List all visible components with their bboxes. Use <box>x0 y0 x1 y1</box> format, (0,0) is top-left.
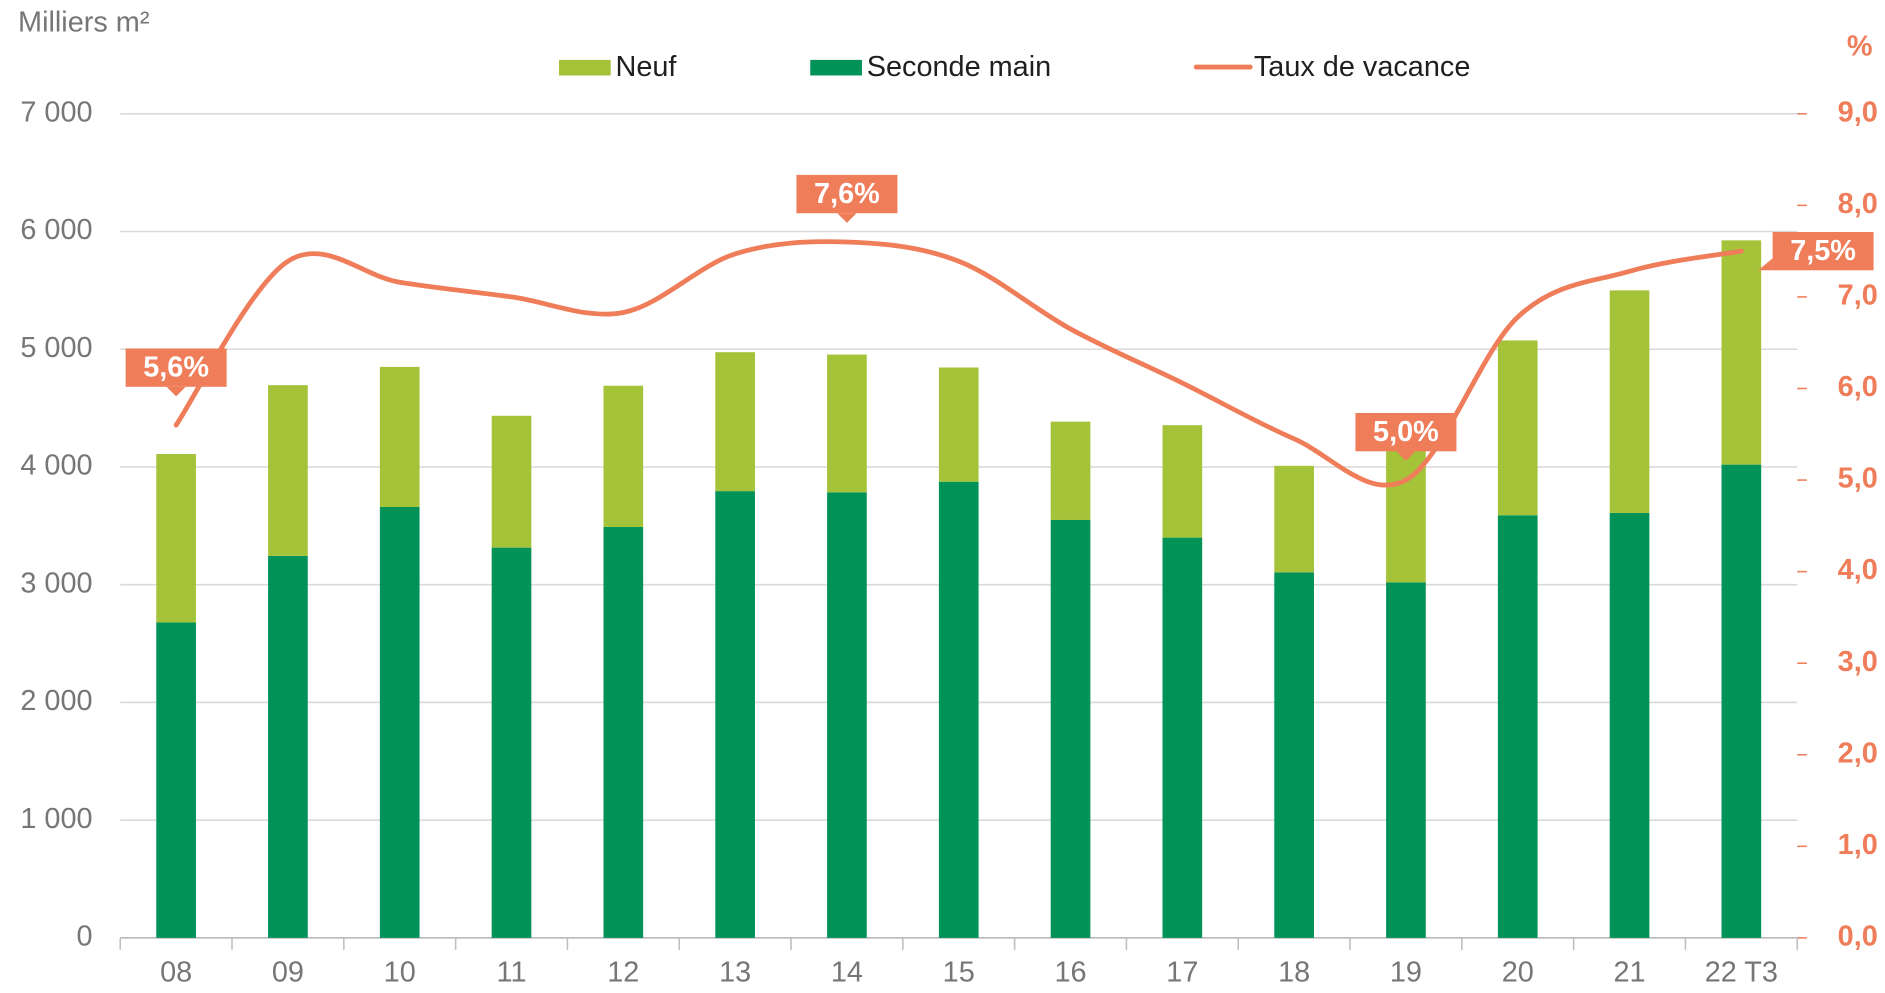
legend-swatch <box>810 59 862 76</box>
bar <box>268 385 308 556</box>
bar <box>715 352 755 492</box>
data-label: 7,6% <box>796 174 898 223</box>
bar <box>491 547 532 938</box>
y-tick-label: 3 000 <box>20 567 92 599</box>
y-axis-label: Milliers m² <box>18 7 150 39</box>
bar <box>1497 515 1538 938</box>
x-tick-label: 15 <box>943 956 975 988</box>
bar <box>1274 572 1314 938</box>
label-pointer <box>837 213 857 223</box>
legend-label: Neuf <box>616 51 678 83</box>
x-tick-label: 10 <box>384 956 416 988</box>
bar <box>1162 537 1203 938</box>
bar <box>1050 519 1091 938</box>
bar <box>938 367 979 482</box>
x-tick-label: 18 <box>1278 956 1310 988</box>
y-tick-label: 0 <box>77 921 93 953</box>
bar <box>827 492 867 938</box>
y2-tick-label: 0,0 <box>1838 921 1878 953</box>
x-tick-label: 12 <box>607 956 639 988</box>
bar <box>379 366 420 508</box>
x-tick-label: 20 <box>1502 956 1534 988</box>
label-box <box>796 174 898 214</box>
y2-tick-label: 3,0 <box>1838 646 1878 678</box>
y-tick-label: 2 000 <box>20 685 92 717</box>
y2-tick-label: 5,0 <box>1838 463 1878 495</box>
bar <box>156 454 196 623</box>
data-label-text: 5,0% <box>1373 416 1439 448</box>
bar <box>827 354 867 493</box>
bar <box>603 527 644 938</box>
x-tick-label: 16 <box>1054 956 1086 988</box>
legend-swatch <box>559 59 611 76</box>
y-tick-label: 1 000 <box>20 803 92 835</box>
legend-label: Seconde main <box>867 51 1051 83</box>
x-tick-label: 21 <box>1613 956 1645 988</box>
y-tick-label: 4 000 <box>20 450 92 482</box>
data-label-text: 7,5% <box>1790 235 1856 267</box>
label-pointer <box>166 386 186 397</box>
bar <box>715 491 755 938</box>
y-tick-label: 7 000 <box>20 96 92 128</box>
x-tick-label: 14 <box>831 956 863 988</box>
y2-axis-label: % <box>1847 31 1873 63</box>
bar <box>379 507 420 938</box>
bar <box>1497 340 1538 516</box>
bar <box>1274 465 1314 573</box>
y2-tick-label: 8,0 <box>1838 188 1878 220</box>
y2-tick-label: 9,0 <box>1838 96 1878 128</box>
y-tick-label: 6 000 <box>20 214 92 246</box>
data-label: 5,6% <box>125 348 227 397</box>
x-tick-label: 17 <box>1166 956 1198 988</box>
x-tick-label: 08 <box>160 956 192 988</box>
bar <box>938 481 979 938</box>
bar <box>1386 582 1426 938</box>
bar <box>1609 512 1650 938</box>
data-label: 7,5% <box>1758 231 1874 271</box>
bar <box>268 555 308 938</box>
y2-tick-label: 6,0 <box>1838 371 1878 403</box>
bar <box>1050 421 1091 520</box>
bar <box>491 415 532 548</box>
label-box <box>1355 412 1457 452</box>
legend-label: Taux de vacance <box>1254 51 1471 83</box>
bar <box>1609 290 1650 513</box>
x-tick-label: 13 <box>719 956 751 988</box>
label-box <box>125 348 227 387</box>
data-label-text: 5,6% <box>143 351 209 383</box>
bar <box>156 622 196 938</box>
y2-tick-label: 1,0 <box>1838 829 1878 861</box>
bar <box>603 385 644 528</box>
y-tick-label: 5 000 <box>20 332 92 364</box>
bar <box>1162 425 1203 538</box>
label-box <box>1772 231 1874 271</box>
x-tick-label: 19 <box>1390 956 1422 988</box>
y2-tick-label: 7,0 <box>1838 280 1878 312</box>
bar <box>1721 464 1762 938</box>
y2-tick-label: 2,0 <box>1838 737 1878 769</box>
x-tick-label: 11 <box>497 956 527 988</box>
data-label-text: 7,6% <box>814 178 880 210</box>
label-pointer <box>1396 451 1416 461</box>
bar <box>1721 240 1762 465</box>
x-tick-label: 09 <box>272 956 304 988</box>
y2-tick-label: 4,0 <box>1838 554 1878 586</box>
data-label: 5,0% <box>1355 412 1457 461</box>
line <box>173 239 1744 488</box>
x-tick-label: 22 T3 <box>1705 956 1778 988</box>
